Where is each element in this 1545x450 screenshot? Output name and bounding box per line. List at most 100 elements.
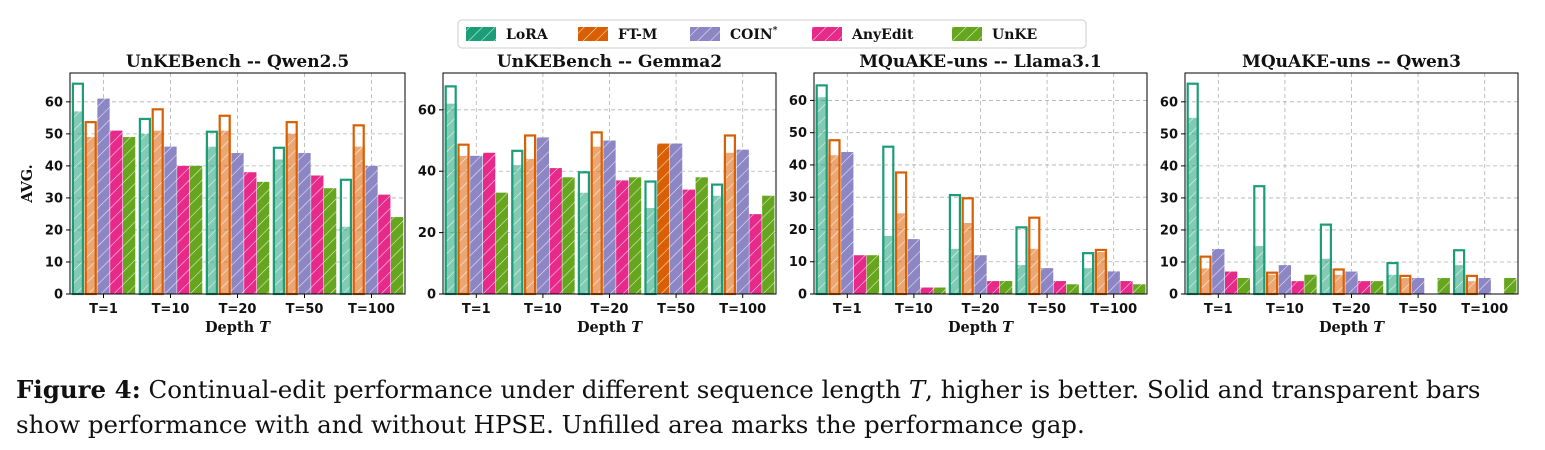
x-axis-label: Depth T xyxy=(1319,319,1385,336)
bar-anyedit-t-10-with-hpse xyxy=(920,287,933,294)
bar-coin-t-100-with-hpse xyxy=(736,149,749,294)
x-tick-label: T=10 xyxy=(895,302,933,317)
panel-title: UnKEBench -- Qwen2.5 xyxy=(126,52,349,72)
bar-unke-t-100-with-hpse xyxy=(762,195,775,294)
y-tick-label: 60 xyxy=(1160,95,1178,110)
x-axis-label-var: T xyxy=(631,319,643,336)
caption-text-2: , higher is better. Solid and transparen… xyxy=(16,375,1481,439)
bar-coin-t-10-with-hpse xyxy=(1278,265,1291,294)
bar-anyedit-t-1-with-hpse xyxy=(1225,271,1238,294)
figure-caption: Figure 4: Continual-edit performance und… xyxy=(16,372,1531,442)
bar-coin-t-50-with-hpse xyxy=(298,153,311,294)
x-tick-label: T=100 xyxy=(1461,302,1508,317)
bar-anyedit-t-1-with-hpse xyxy=(110,130,123,294)
bar-coin-t-100-with-hpse xyxy=(365,165,378,294)
bar-lora-t-1-without-hpse xyxy=(444,103,457,294)
x-tick-label: T=20 xyxy=(219,302,257,317)
legend-swatch-anyedit xyxy=(812,27,842,41)
caption-label: Figure 4: xyxy=(16,375,141,404)
legend-swatch-ft-m xyxy=(578,27,608,41)
bar-anyedit-t-50-with-hpse xyxy=(311,175,324,294)
chart-panel-3: 0 10 20 30 40 50 60 T=1 T=10 T=20 T=50 T=100 MQuAKE-… xyxy=(789,52,1148,336)
bar-unke-t-50-with-hpse xyxy=(1437,277,1450,294)
bar-coin-t-1-with-hpse xyxy=(97,98,110,294)
legend-label-ft-m: FT-M xyxy=(618,27,657,43)
legend-label-unke: UnKE xyxy=(992,27,1037,43)
x-tick-label: T=100 xyxy=(1090,302,1137,317)
x-tick-label: T=50 xyxy=(657,302,695,317)
bar-coin-t-50-with-hpse xyxy=(1412,277,1425,294)
y-tick-label: 20 xyxy=(789,223,807,238)
y-tick-label: 40 xyxy=(1160,159,1178,174)
y-tick-label: 20 xyxy=(1160,223,1178,238)
bar-coin-t-100-with-hpse xyxy=(1478,277,1491,294)
bar-lora-t-50-without-hpse xyxy=(272,159,285,294)
y-tick-label: 50 xyxy=(789,126,807,141)
bar-anyedit-t-20-with-hpse xyxy=(987,281,1000,294)
bar-coin-t-50-with-hpse xyxy=(1041,268,1054,294)
x-tick-label: T=1 xyxy=(89,302,118,317)
bar-unke-t-1-with-hpse xyxy=(495,192,508,294)
chart-panel-1: 0 10 20 30 40 50 60 T=1 T=10 T=20 T=50 T=100 UnKEBen… xyxy=(19,52,406,336)
x-tick-label: T=20 xyxy=(591,302,629,317)
y-tick-label: 60 xyxy=(418,103,436,118)
x-axis-label: Depth T xyxy=(948,319,1014,336)
y-tick-label: 0 xyxy=(798,288,807,303)
bar-anyedit-t-100-with-hpse xyxy=(378,194,391,294)
legend-superscript: * xyxy=(773,26,778,36)
bar-unke-t-50-with-hpse xyxy=(695,177,708,294)
bar-unke-t-100-with-hpse xyxy=(1504,277,1517,294)
bar-unke-t-100-with-hpse xyxy=(1133,284,1146,294)
legend-box xyxy=(457,19,1087,49)
x-axis-label-text: Depth xyxy=(205,319,259,336)
x-axis-label: Depth T xyxy=(205,319,271,336)
bar-anyedit-t-10-with-hpse xyxy=(549,168,562,294)
bar-lora-t-20-without-hpse xyxy=(948,248,961,294)
bar-anyedit-t-20-with-hpse xyxy=(616,180,629,294)
bar-ft-m-t-100-without-hpse xyxy=(723,152,736,294)
bar-coin-t-10-with-hpse xyxy=(536,137,549,294)
bar-lora-t-20-without-hpse xyxy=(205,146,218,294)
bar-coin-t-100-with-hpse xyxy=(1107,271,1120,294)
x-tick-label: T=1 xyxy=(1204,302,1233,317)
legend-swatch-lora xyxy=(466,27,496,41)
bar-lora-t-1-without-hpse xyxy=(815,97,828,294)
caption-var-t: T xyxy=(908,375,926,404)
bar-lora-t-10-without-hpse xyxy=(1253,245,1266,294)
bar-lora-t-100-without-hpse xyxy=(1082,268,1095,294)
x-axis-label-text: Depth xyxy=(577,319,631,336)
legend-label-coin: COIN* xyxy=(730,26,778,43)
bar-lora-t-10-without-hpse xyxy=(138,133,151,294)
x-tick-label: T=10 xyxy=(152,302,190,317)
x-tick-label: T=50 xyxy=(1028,302,1066,317)
bar-coin-t-1-with-hpse xyxy=(841,152,854,294)
bar-unke-t-20-with-hpse xyxy=(629,177,642,294)
bar-ft-m-t-50-without-hpse xyxy=(1028,248,1041,294)
bar-coin-t-20-with-hpse xyxy=(603,140,616,294)
plot-area xyxy=(1185,73,1518,294)
legend-swatch-coin xyxy=(690,27,720,41)
x-tick-label: T=10 xyxy=(524,302,562,317)
bar-ft-m-t-50-with-hpse xyxy=(657,143,670,294)
bar-unke-t-10-with-hpse xyxy=(562,177,575,294)
x-axis-label-text: Depth xyxy=(948,319,1002,336)
panel-title: MQuAKE-uns -- Qwen3 xyxy=(1242,52,1461,72)
legend-label-anyedit: AnyEdit xyxy=(851,27,914,43)
bar-anyedit-t-10-with-hpse xyxy=(177,165,190,294)
y-tick-label: 40 xyxy=(789,158,807,173)
x-tick-label: T=20 xyxy=(962,302,1000,317)
bar-ft-m-t-100-without-hpse xyxy=(352,146,365,294)
bar-ft-m-t-20-without-hpse xyxy=(1332,274,1345,294)
bar-anyedit-t-100-with-hpse xyxy=(1120,281,1133,294)
x-tick-label: T=1 xyxy=(462,302,491,317)
bar-lora-t-10-without-hpse xyxy=(511,165,524,294)
y-tick-label: 30 xyxy=(45,191,63,206)
bar-lora-t-100-without-hpse xyxy=(711,195,724,294)
bar-unke-t-10-with-hpse xyxy=(933,287,946,294)
y-tick-label: 60 xyxy=(789,94,807,109)
bar-lora-t-100-without-hpse xyxy=(1453,265,1466,294)
caption-text-1: Continual-edit performance under differe… xyxy=(140,375,909,404)
bar-unke-t-10-with-hpse xyxy=(190,165,203,294)
bar-lora-t-50-without-hpse xyxy=(644,208,657,294)
y-tick-label: 50 xyxy=(1160,127,1178,142)
